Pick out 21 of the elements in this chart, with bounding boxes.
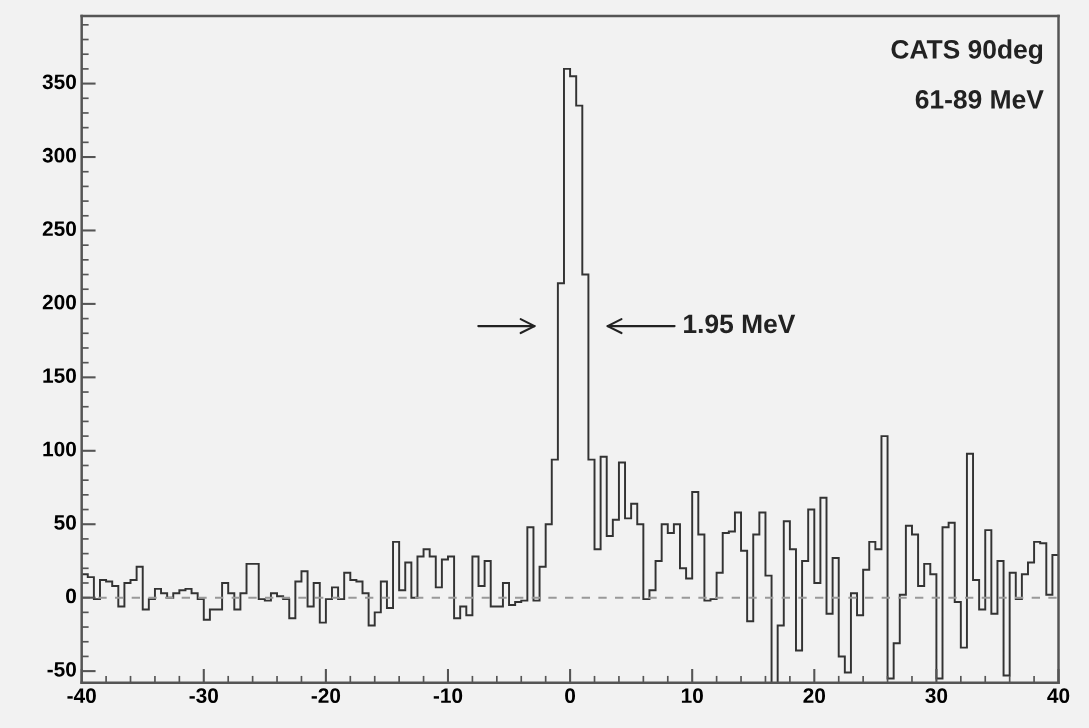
annotation: 1.95 MeV: [684, 314, 796, 334]
x-tick-label: 20: [803, 688, 826, 704]
y-tick-label: 50: [54, 515, 76, 530]
y-tick-label: 250: [42, 221, 76, 237]
x-tick-label: 40: [1047, 688, 1070, 704]
x-tick-label: -10: [433, 688, 463, 704]
annotation: 61-89 MeV: [915, 90, 1044, 109]
y-tick-label: 300: [42, 147, 76, 163]
y-tick-label: 100: [43, 441, 76, 457]
x-tick-label: -30: [189, 688, 218, 704]
x-tick-label: -40: [67, 688, 96, 704]
x-tick-label: -20: [311, 688, 341, 704]
y-tick-label: 0: [66, 588, 76, 604]
y-tick-label: 350: [42, 74, 76, 90]
y-tick-label: 150: [43, 368, 76, 383]
y-tick-label: -50: [47, 661, 76, 677]
x-tick-label: 10: [681, 688, 703, 704]
y-tick-label: 200: [42, 294, 76, 310]
x-tick-label: 30: [925, 688, 948, 704]
x-tick-label: 0: [565, 688, 576, 704]
annotation: CATS 90deg: [891, 39, 1043, 65]
